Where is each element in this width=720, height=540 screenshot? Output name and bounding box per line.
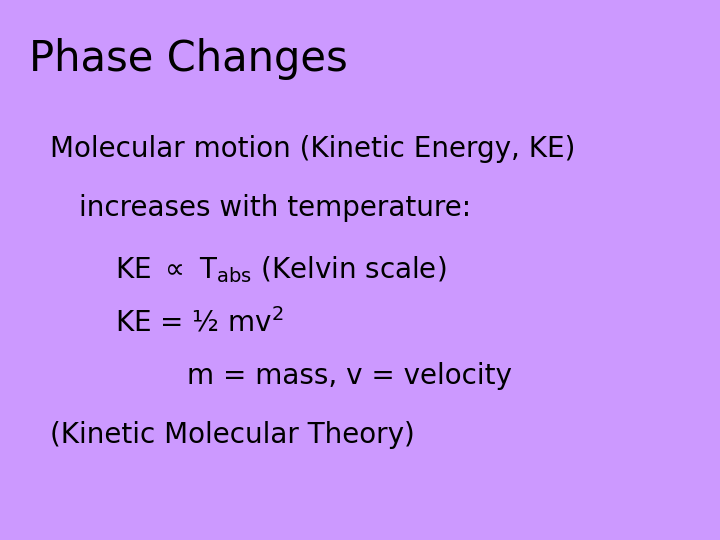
Text: Phase Changes: Phase Changes [29,38,348,80]
Text: m = mass, v = velocity: m = mass, v = velocity [187,362,512,390]
Text: KE = ½ mv$^\mathregular{2}$: KE = ½ mv$^\mathregular{2}$ [115,308,284,338]
Text: (Kinetic Molecular Theory): (Kinetic Molecular Theory) [50,421,415,449]
Text: Molecular motion (Kinetic Energy, KE): Molecular motion (Kinetic Energy, KE) [50,135,576,163]
Text: KE $\propto$ T$_\mathregular{abs}$ (Kelvin scale): KE $\propto$ T$_\mathregular{abs}$ (Kelv… [115,254,446,285]
Text: increases with temperature:: increases with temperature: [79,194,472,222]
